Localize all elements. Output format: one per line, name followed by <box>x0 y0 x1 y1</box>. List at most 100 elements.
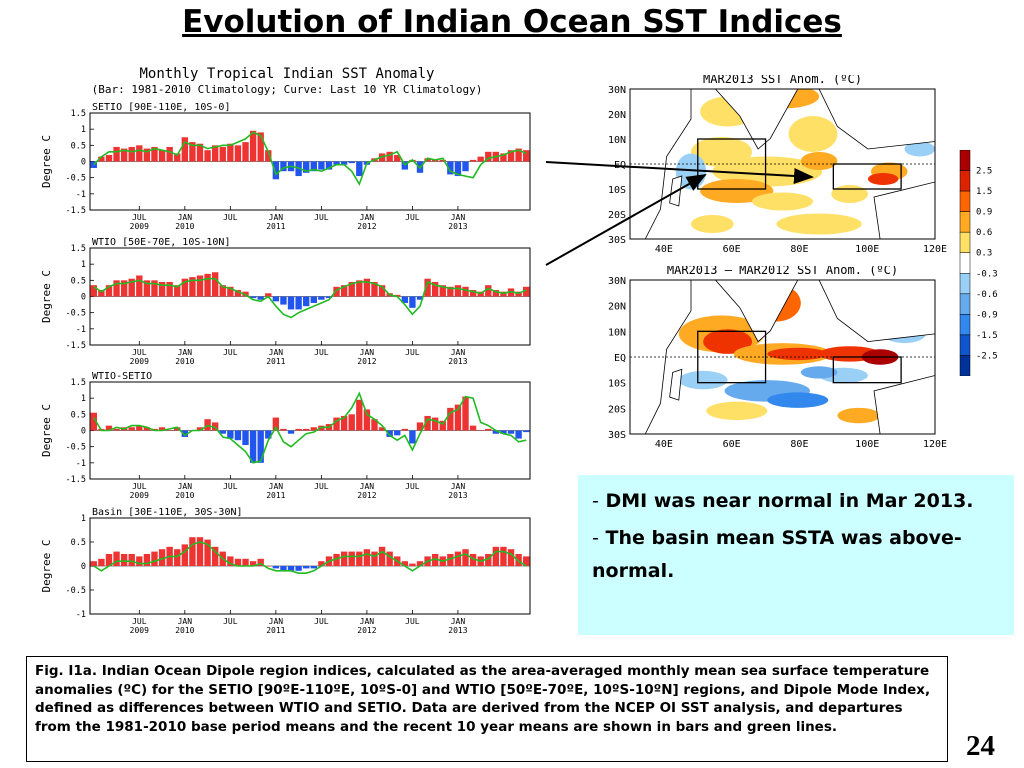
anomaly-bar <box>234 290 242 297</box>
bullet-dash: - <box>592 527 599 549</box>
anomaly-bar <box>128 146 135 162</box>
anomaly-bar <box>287 430 295 434</box>
anomaly-bar <box>242 430 249 446</box>
x-tick-label: JUL <box>314 348 329 357</box>
anomaly-bar <box>485 285 492 297</box>
map-field <box>630 89 935 239</box>
anomaly-bar <box>280 296 287 305</box>
anomaly-bar <box>523 150 530 162</box>
anomaly-bar <box>287 296 295 310</box>
x-tick-label: JAN <box>269 482 284 491</box>
anomaly-bar <box>219 146 226 162</box>
lon-label: 60E <box>723 244 741 255</box>
anomaly-bar <box>492 430 500 434</box>
summary-box: - DMI was near normal in Mar 2013. - The… <box>578 475 1014 635</box>
y-tick-label: 1.5 <box>71 244 86 254</box>
anomaly-bar <box>174 285 181 297</box>
anomaly-bar <box>363 549 371 566</box>
land-mass <box>669 368 683 401</box>
anomaly-bar <box>295 428 302 431</box>
colorbar-label: 0.3 <box>976 249 992 259</box>
lat-label: 20N <box>608 302 626 313</box>
sst-anomaly-difference-map: MAR2013 – MAR2012 SST Anom. (ºC) 30N 20N 10… <box>608 266 947 450</box>
x-tick-label: JUL <box>314 213 329 222</box>
anomaly-bar <box>523 430 530 433</box>
anomaly-bar <box>249 561 257 566</box>
y-tick-label: 1.5 <box>71 378 86 388</box>
anomaly-patch <box>706 401 768 421</box>
anomaly-patch <box>831 185 868 203</box>
anomaly-bar <box>386 151 393 162</box>
map-plot <box>629 279 936 435</box>
anomaly-bar <box>98 290 105 297</box>
slide-title: Evolution of Indian Ocean SST Indices <box>182 4 842 40</box>
colorbar-label: 0.9 <box>976 208 992 218</box>
x-tick-label: JAN <box>360 213 375 222</box>
anomaly-bar <box>401 296 409 303</box>
y-tick-label: 0.5 <box>71 410 86 420</box>
anomaly-bar <box>485 151 492 162</box>
anomaly-bar <box>454 161 462 177</box>
map-title: MAR2013 SST Anom. (ºC) <box>703 75 862 86</box>
anomaly-bar <box>227 430 234 439</box>
anomaly-bar <box>454 404 462 431</box>
y-tick-label: 0.5 <box>71 276 86 286</box>
anomaly-bar <box>105 425 113 431</box>
anomaly-bar <box>196 537 204 566</box>
anomaly-bar <box>204 539 211 566</box>
anomaly-bar <box>90 285 97 297</box>
anomaly-bar <box>181 430 189 437</box>
lat-label: 30S <box>608 430 626 441</box>
anomaly-bar <box>348 551 355 566</box>
colorbar-label: 1.5 <box>976 187 992 197</box>
anomaly-bar <box>485 554 492 566</box>
x-tick-label: JUL <box>405 348 420 357</box>
land-mass <box>714 89 799 150</box>
x-tick-label: JAN <box>451 348 466 357</box>
y-tick-label: 1 <box>81 260 86 270</box>
anomaly-bar <box>310 161 317 172</box>
anomaly-bar <box>151 146 158 162</box>
x-tick-label: JAN <box>269 213 284 222</box>
anomaly-bar <box>485 428 492 431</box>
anomaly-bar <box>128 427 135 431</box>
x-tick-label: JAN <box>178 213 193 222</box>
y-axis-label: Degree C <box>40 135 53 188</box>
anomaly-bar <box>227 556 234 566</box>
anomaly-patch <box>767 347 829 361</box>
anomaly-bar <box>136 145 143 162</box>
anomaly-patch <box>752 192 813 211</box>
colorbar-swatch <box>959 252 971 274</box>
anomaly-bar <box>128 554 135 566</box>
anomaly-bar <box>416 561 424 566</box>
region-box-wtio <box>697 330 767 384</box>
colorbar-swatch <box>959 273 971 295</box>
bullet-item: - DMI was near normal in Mar 2013. <box>592 485 1000 518</box>
anomaly-bar <box>113 428 120 431</box>
anomaly-bar <box>401 428 409 431</box>
anomaly-bar <box>462 161 469 172</box>
x-tick-year: 2012 <box>357 357 376 366</box>
anomaly-bar <box>287 566 295 571</box>
colorbar-swatch <box>959 293 971 315</box>
anomaly-bar <box>295 566 302 571</box>
anomaly-bar <box>189 277 196 297</box>
lon-label: 120E <box>923 439 947 450</box>
lat-label: 30N <box>608 85 626 96</box>
x-tick-year: 2009 <box>130 626 149 635</box>
colorbar-label: 0.6 <box>976 228 992 238</box>
y-axis-label: Degree C <box>40 540 53 593</box>
x-tick-year: 2013 <box>448 491 467 500</box>
x-tick-year: 2012 <box>357 491 376 500</box>
anomaly-bar <box>174 153 181 162</box>
anomaly-bar <box>181 278 189 297</box>
anomaly-bar <box>265 150 272 162</box>
anomaly-bar <box>158 427 166 431</box>
bullet-dash: - <box>592 490 599 512</box>
anomaly-bar <box>523 286 530 297</box>
x-tick-label: JAN <box>178 482 193 491</box>
colorbar-swatch <box>959 190 971 212</box>
anomaly-bar <box>469 425 477 431</box>
x-tick-label: JAN <box>451 482 466 491</box>
color-scale-legend: 2.5 1.5 0.9 0.6 0.3 -0.3 -0.6 -0.9 -1.5 -2.5 <box>959 150 998 376</box>
